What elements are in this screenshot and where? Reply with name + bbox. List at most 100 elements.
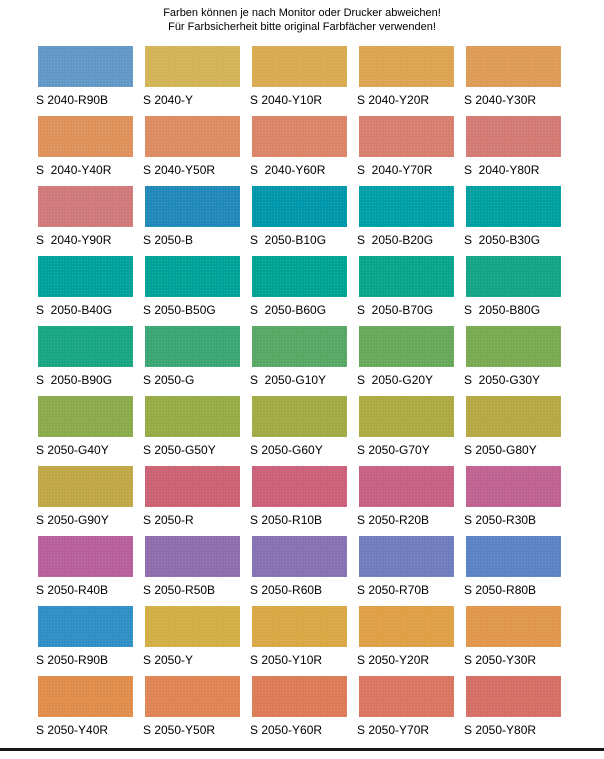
color-swatch[interactable] (466, 256, 561, 297)
color-swatch-cell: S 2050-B60G (250, 256, 347, 326)
color-swatch[interactable] (252, 256, 347, 297)
color-swatch-label: S 2050-Y20R (357, 653, 430, 667)
color-swatch[interactable] (38, 676, 133, 717)
color-swatch-label: S 2050-R80B (464, 583, 537, 597)
color-swatch-cell: S 2050-R30B (464, 466, 561, 536)
color-swatch[interactable] (359, 186, 454, 227)
color-swatch[interactable] (466, 186, 561, 227)
color-swatch-cell: S 2050-G10Y (250, 326, 347, 396)
color-swatch-label: S 2040-Y70R (357, 163, 433, 177)
color-swatch-cell: S 2050-R (143, 466, 240, 536)
color-swatch-cell: S 2050-Y20R (357, 606, 454, 676)
color-swatch-cell: S 2050-Y80R (464, 676, 561, 746)
color-swatch[interactable] (38, 326, 133, 367)
color-swatch-cell: S 2050-G30Y (464, 326, 561, 396)
color-swatch-cell: S 2050-B10G (250, 186, 347, 256)
color-swatch[interactable] (252, 186, 347, 227)
color-swatch-cell: S 2050-G90Y (36, 466, 133, 536)
color-swatch[interactable] (38, 606, 133, 647)
color-swatch-cell: S 2050-B (143, 186, 240, 256)
color-swatch[interactable] (38, 466, 133, 507)
color-swatch-cell: S 2050-R60B (250, 536, 347, 606)
color-swatch[interactable] (38, 536, 133, 577)
color-swatch-label: S 2050-R (143, 513, 194, 527)
color-swatch[interactable] (359, 396, 454, 437)
color-swatch[interactable] (145, 466, 240, 507)
color-swatch-label: S 2040-Y10R (250, 93, 323, 107)
color-swatch[interactable] (38, 186, 133, 227)
color-swatch-cell: S 2050-B40G (36, 256, 133, 326)
color-swatch-cell: S 2050-B90G (36, 326, 133, 396)
color-swatch[interactable] (466, 46, 561, 87)
color-swatch-label: S 2050-R10B (250, 513, 323, 527)
color-swatch[interactable] (359, 326, 454, 367)
color-swatch[interactable] (38, 256, 133, 297)
color-swatch-cell: S 2050-Y40R (36, 676, 133, 746)
color-swatch[interactable] (466, 116, 561, 157)
color-swatch[interactable] (145, 396, 240, 437)
color-swatch[interactable] (145, 676, 240, 717)
color-swatch[interactable] (359, 46, 454, 87)
color-swatch-label: S 2050-R60B (250, 583, 323, 597)
color-swatch[interactable] (252, 606, 347, 647)
color-swatch[interactable] (145, 116, 240, 157)
color-swatch-label: S 2050-G40Y (36, 443, 109, 457)
color-swatch-cell: S 2050-R10B (250, 466, 347, 536)
color-swatch[interactable] (145, 606, 240, 647)
color-swatch[interactable] (145, 186, 240, 227)
color-swatch-label: S 2050-B90G (36, 373, 113, 387)
color-swatch[interactable] (359, 116, 454, 157)
color-swatch[interactable] (252, 676, 347, 717)
color-swatch[interactable] (38, 116, 133, 157)
color-swatch-label: S 2050-Y30R (464, 653, 537, 667)
color-swatch[interactable] (466, 536, 561, 577)
color-swatch-label: S 2050-G80Y (464, 443, 537, 457)
color-swatch-label: S 2040-Y50R (143, 163, 216, 177)
color-swatch-label: S 2050-B40G (36, 303, 113, 317)
color-swatch[interactable] (145, 46, 240, 87)
color-swatch-label: S 2050-Y50R (143, 723, 216, 737)
color-swatch[interactable] (145, 536, 240, 577)
color-swatch-cell: S 2050-R50B (143, 536, 240, 606)
color-swatch[interactable] (466, 396, 561, 437)
color-swatch[interactable] (359, 466, 454, 507)
color-swatch[interactable] (252, 116, 347, 157)
color-swatch-cell: S 2040-Y90R (36, 186, 133, 256)
color-swatch-cell: S 2050-Y (143, 606, 240, 676)
color-swatch-cell: S 2050-Y10R (250, 606, 347, 676)
color-swatch[interactable] (145, 256, 240, 297)
color-swatch-cell: S 2040-Y10R (250, 46, 347, 116)
color-swatch[interactable] (466, 326, 561, 367)
color-swatch[interactable] (38, 396, 133, 437)
color-swatch[interactable] (359, 256, 454, 297)
color-swatch[interactable] (466, 606, 561, 647)
color-swatch[interactable] (252, 536, 347, 577)
color-swatch-cell: S 2050-G50Y (143, 396, 240, 466)
color-swatch-label: S 2050-G (143, 373, 195, 387)
color-swatch[interactable] (252, 326, 347, 367)
color-swatch-cell: S 2050-R40B (36, 536, 133, 606)
page-bottom-border (0, 748, 604, 751)
color-swatch[interactable] (359, 676, 454, 717)
color-swatch[interactable] (466, 466, 561, 507)
color-swatch[interactable] (38, 46, 133, 87)
color-swatch-label: S 2050-B30G (464, 233, 541, 247)
color-swatch-cell: S 2050-Y30R (464, 606, 561, 676)
color-swatch[interactable] (359, 536, 454, 577)
color-swatch-label: S 2050-Y (143, 653, 194, 667)
color-swatch[interactable] (252, 396, 347, 437)
color-swatch-cell: S 2040-Y80R (464, 116, 561, 186)
color-swatch[interactable] (466, 676, 561, 717)
color-swatch[interactable] (252, 46, 347, 87)
color-swatch[interactable] (359, 606, 454, 647)
color-swatch-cell: S 2050-R90B (36, 606, 133, 676)
color-swatch-label: S 2050-G70Y (357, 443, 430, 457)
color-swatch-label: S 2040-Y90R (36, 233, 112, 247)
color-swatch-label: S 2050-G50Y (143, 443, 216, 457)
color-disclaimer: Farben können je nach Monitor oder Druck… (0, 0, 604, 34)
color-swatch[interactable] (145, 326, 240, 367)
color-swatch-label: S 2050-G60Y (250, 443, 323, 457)
color-swatch-label: S 2050-Y80R (464, 723, 537, 737)
color-swatch[interactable] (252, 466, 347, 507)
color-swatch-cell: S 2050-G (143, 326, 240, 396)
